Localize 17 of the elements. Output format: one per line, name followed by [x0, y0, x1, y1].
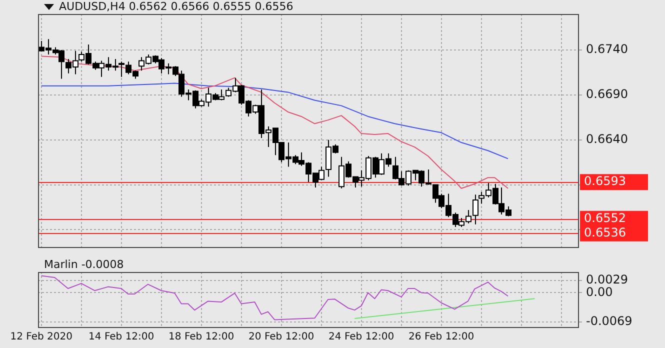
y-tick-label: 0.6690 [586, 87, 628, 102]
y-tick-label: 0.0029 [586, 272, 628, 287]
x-tick-label: 18 Feb 12:00 [168, 332, 234, 343]
ref-line-label: 0.6536 [584, 225, 626, 240]
y-tick-label: 0.6640 [586, 132, 628, 146]
x-tick-label: 12 Feb 2020 [10, 332, 72, 343]
x-tick-label: 20 Feb 12:00 [248, 332, 314, 343]
y-tick-label: -0.0069 [586, 314, 632, 328]
y-tick-label: 0.00 [586, 284, 613, 299]
ref-line-label: 0.6552 [584, 211, 626, 226]
ref-line-label: 0.6593 [584, 174, 626, 188]
y-tick-label: 0.6740 [586, 42, 628, 56]
chart-title: AUDUSD,H4 0.6562 0.6566 0.6555 0.6556 [59, 0, 294, 13]
x-tick-label: 14 Feb 12:00 [88, 332, 154, 343]
x-tick-label: 24 Feb 12:00 [328, 332, 394, 343]
x-tick-label: 26 Feb 12:00 [408, 332, 474, 343]
chart-title: Marlin -0.0008 [44, 258, 124, 271]
